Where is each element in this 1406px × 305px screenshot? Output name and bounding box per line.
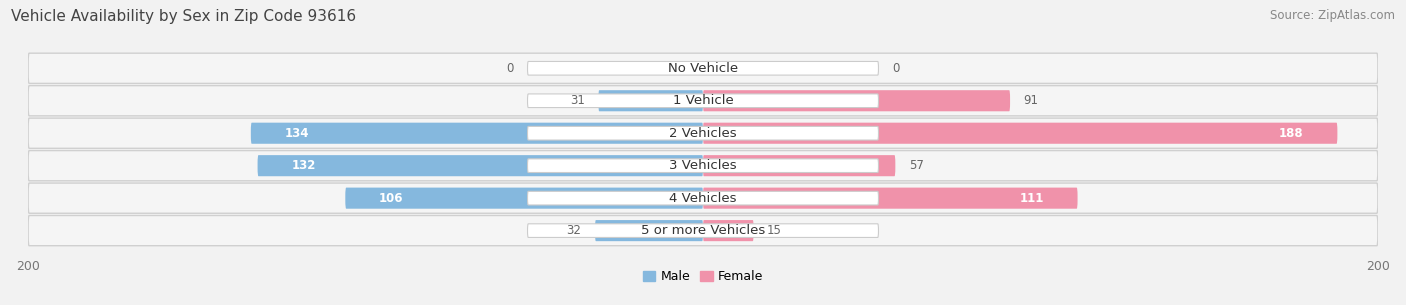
FancyBboxPatch shape: [703, 220, 754, 241]
FancyBboxPatch shape: [527, 126, 879, 140]
Text: No Vehicle: No Vehicle: [668, 62, 738, 75]
Text: 0: 0: [891, 62, 900, 75]
FancyBboxPatch shape: [250, 123, 703, 144]
Text: 188: 188: [1279, 127, 1303, 140]
Text: Source: ZipAtlas.com: Source: ZipAtlas.com: [1270, 9, 1395, 22]
Text: 32: 32: [567, 224, 582, 237]
FancyBboxPatch shape: [28, 86, 1378, 116]
Text: 57: 57: [908, 159, 924, 172]
Text: 4 Vehicles: 4 Vehicles: [669, 192, 737, 205]
FancyBboxPatch shape: [28, 183, 1378, 213]
FancyBboxPatch shape: [527, 224, 879, 237]
Text: 111: 111: [1019, 192, 1043, 205]
Text: 91: 91: [1024, 94, 1039, 107]
FancyBboxPatch shape: [595, 220, 703, 241]
Text: 2 Vehicles: 2 Vehicles: [669, 127, 737, 140]
FancyBboxPatch shape: [346, 188, 703, 209]
FancyBboxPatch shape: [599, 90, 703, 111]
FancyBboxPatch shape: [703, 90, 1010, 111]
FancyBboxPatch shape: [28, 216, 1378, 246]
Text: Vehicle Availability by Sex in Zip Code 93616: Vehicle Availability by Sex in Zip Code …: [11, 9, 356, 24]
Text: 0: 0: [506, 62, 515, 75]
Text: 31: 31: [569, 94, 585, 107]
FancyBboxPatch shape: [257, 155, 703, 176]
Legend: Male, Female: Male, Female: [638, 265, 768, 288]
Text: 106: 106: [380, 192, 404, 205]
FancyBboxPatch shape: [527, 94, 879, 108]
FancyBboxPatch shape: [703, 188, 1077, 209]
FancyBboxPatch shape: [28, 118, 1378, 148]
Text: 3 Vehicles: 3 Vehicles: [669, 159, 737, 172]
FancyBboxPatch shape: [28, 53, 1378, 83]
FancyBboxPatch shape: [703, 155, 896, 176]
FancyBboxPatch shape: [28, 151, 1378, 181]
FancyBboxPatch shape: [527, 191, 879, 205]
FancyBboxPatch shape: [703, 123, 1337, 144]
Text: 5 or more Vehicles: 5 or more Vehicles: [641, 224, 765, 237]
Text: 1 Vehicle: 1 Vehicle: [672, 94, 734, 107]
Text: 134: 134: [284, 127, 309, 140]
Text: 15: 15: [768, 224, 782, 237]
Text: 132: 132: [291, 159, 316, 172]
FancyBboxPatch shape: [527, 159, 879, 173]
FancyBboxPatch shape: [527, 62, 879, 75]
